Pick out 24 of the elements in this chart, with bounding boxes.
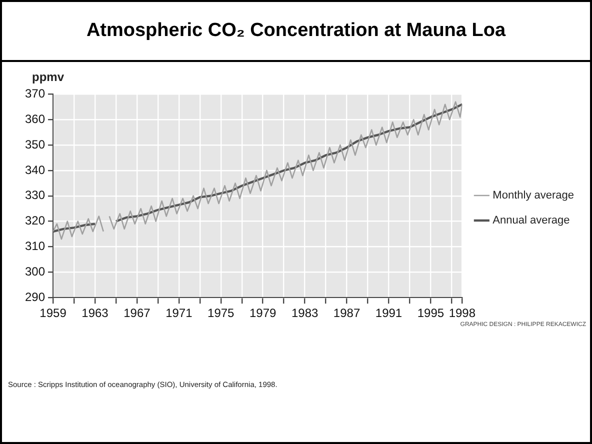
x-tick-label: 1971 (166, 306, 193, 320)
x-tick-label: 1991 (375, 306, 402, 320)
y-tick-label: 290 (24, 290, 46, 304)
y-tick-label: 340 (24, 162, 46, 177)
x-tick-label: 1995 (417, 306, 444, 320)
y-tick-label: 320 (24, 214, 46, 228)
x-tick-label: 1963 (82, 306, 109, 320)
x-tick-label: 1998 (448, 306, 476, 320)
y-tick-label: 350 (24, 137, 46, 152)
x-tick-label: 1967 (124, 306, 151, 320)
x-tick-label: 1987 (333, 306, 360, 320)
y-tick-label: 330 (24, 188, 46, 202)
y-axis-title: ppmv (32, 70, 64, 84)
x-tick-label: 1979 (249, 306, 277, 320)
y-tick-label: 310 (24, 239, 46, 254)
y-tick-label: 370 (24, 86, 46, 101)
legend-label: Annual average (492, 214, 570, 227)
x-tick-label: 1959 (40, 306, 67, 320)
legend-label: Monthly average (492, 190, 574, 202)
x-tick-label: 1975 (208, 306, 235, 320)
chart-title: Atmospheric CO₂ Concentration at Mauna Loa (2, 2, 590, 62)
x-tick-label: 1983 (291, 306, 318, 320)
y-tick-label: 300 (24, 264, 46, 278)
y-tick-label: 360 (24, 112, 46, 126)
